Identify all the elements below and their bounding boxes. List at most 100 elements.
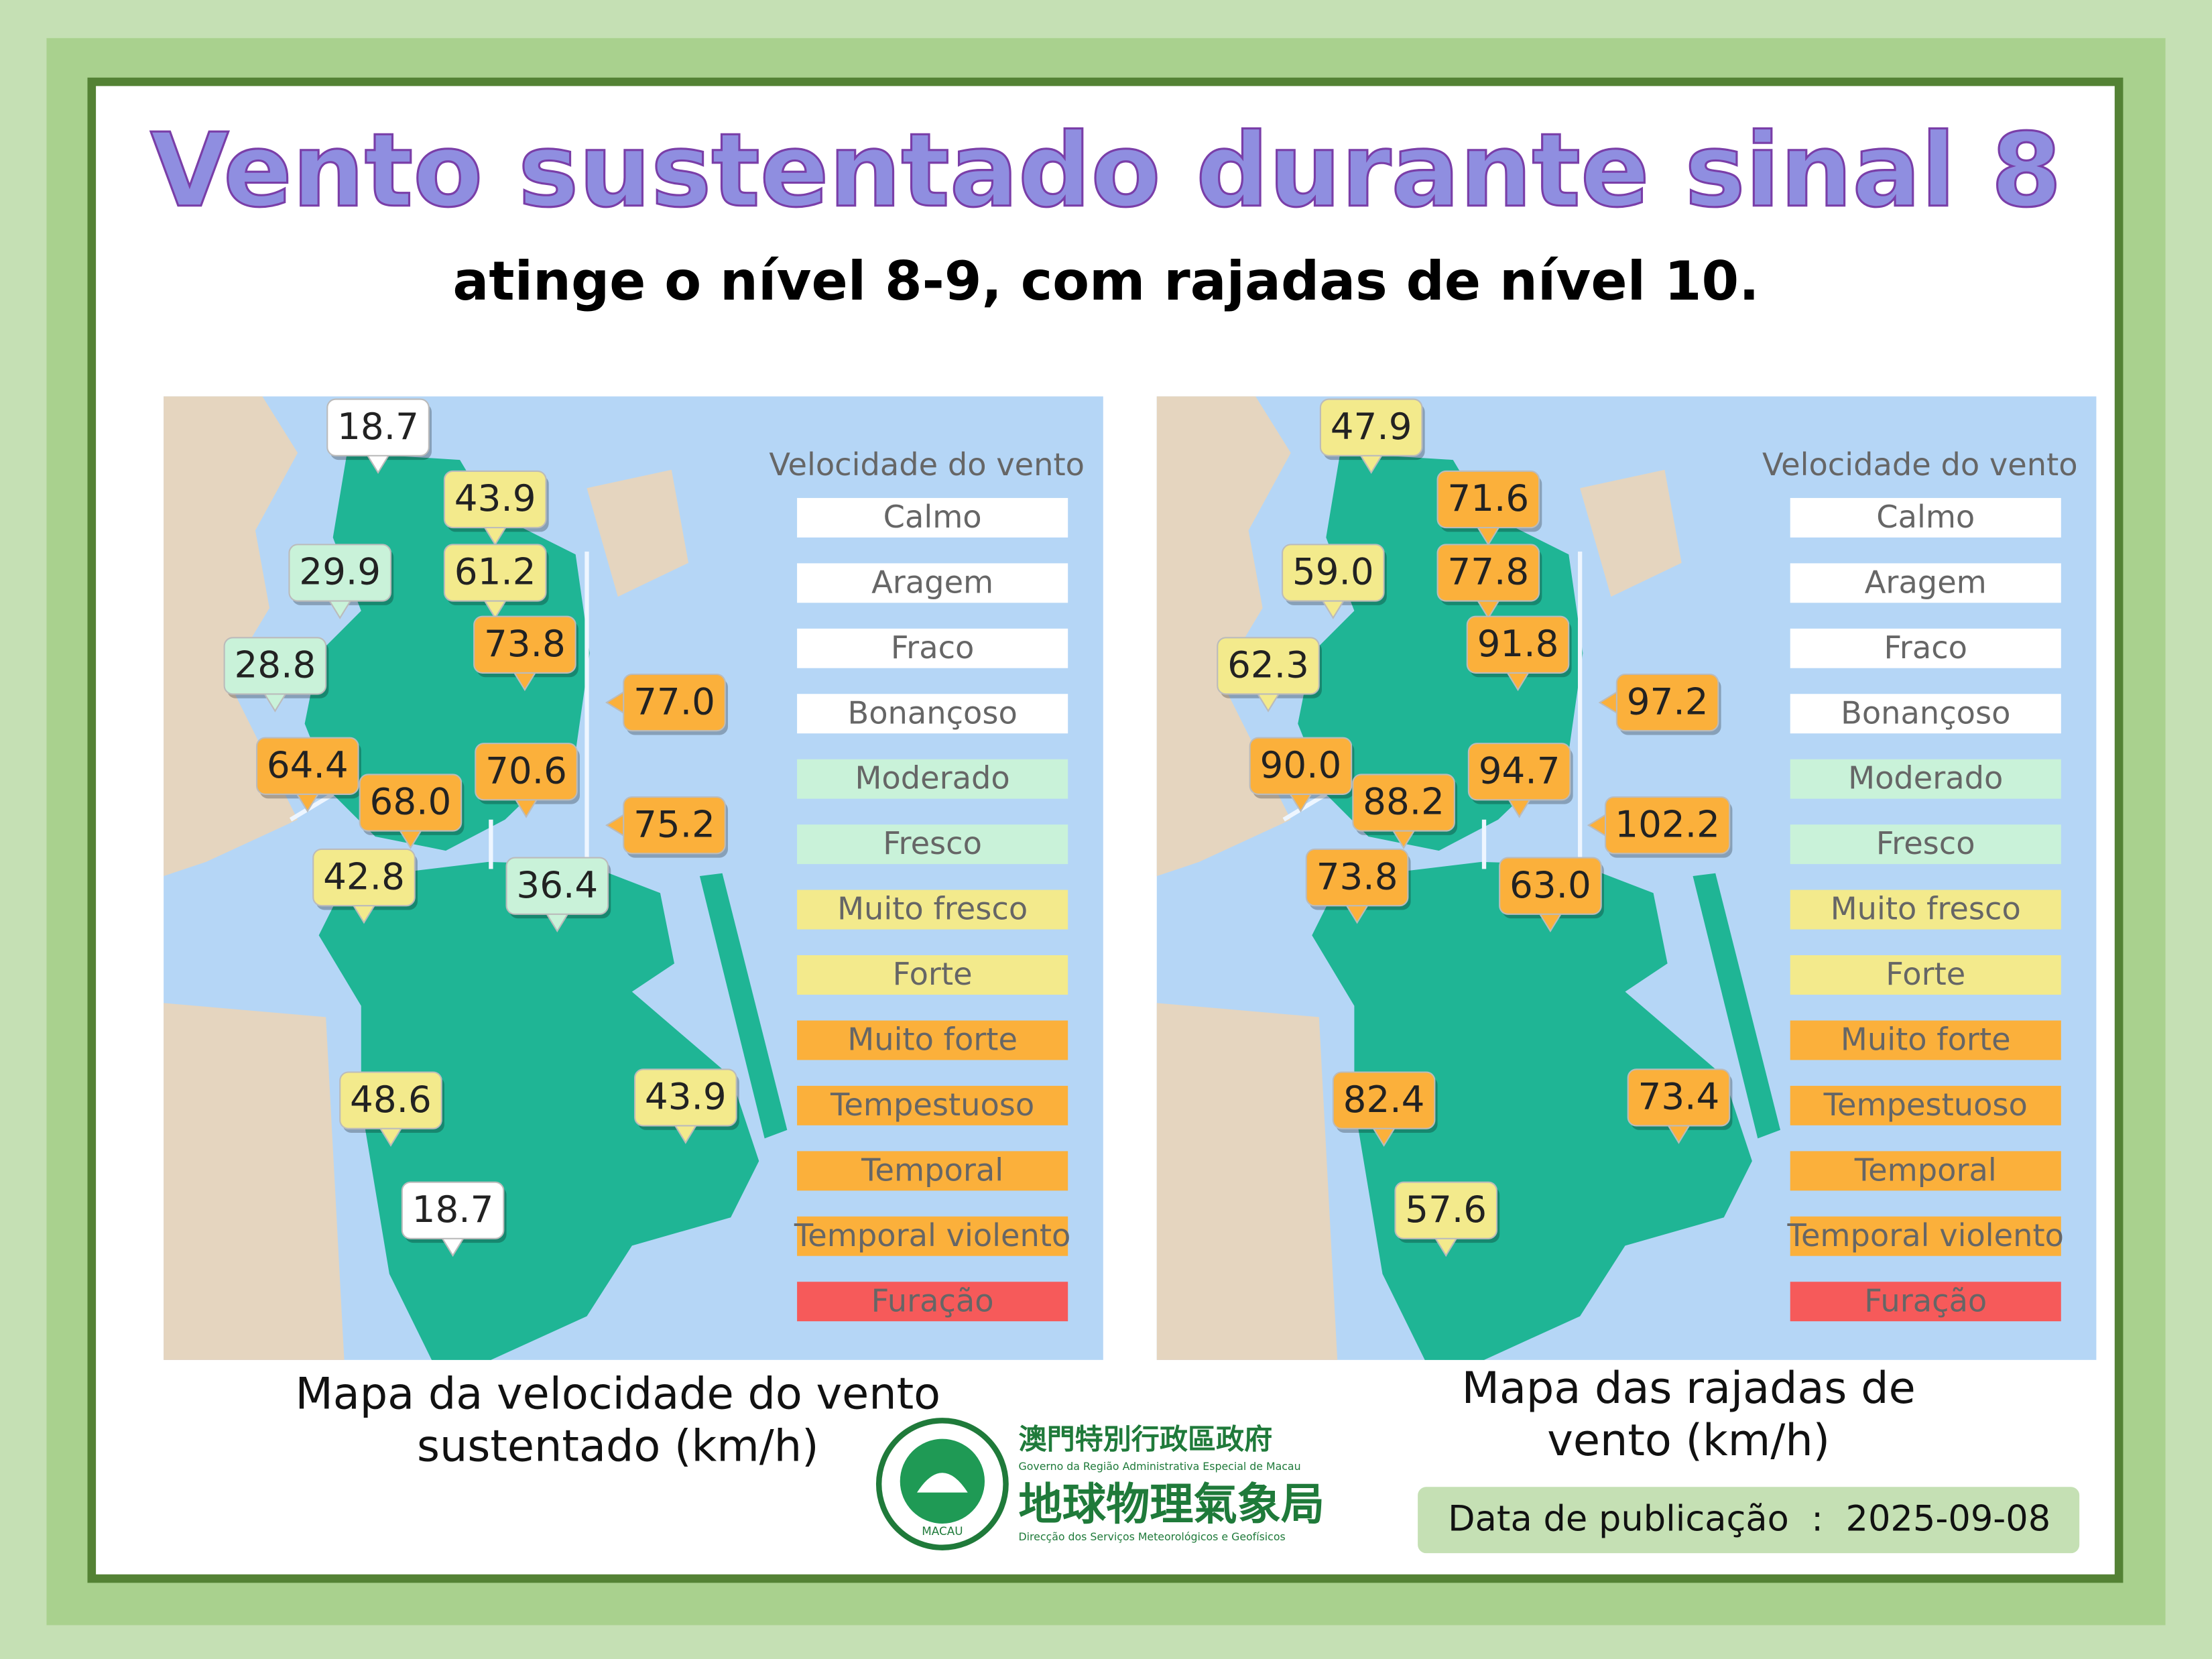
station-value: 43.9 [645, 1075, 727, 1118]
legend-label: Temporal violento [1787, 1217, 2064, 1253]
station: 59.0 [1282, 544, 1387, 619]
station-box [1615, 673, 1719, 732]
station: 73.8 [1305, 848, 1411, 924]
station: 63.0 [1499, 857, 1604, 933]
legend-swatch [797, 628, 1068, 668]
legend-label: Moderado [1848, 760, 2003, 796]
legend: Velocidade do vento Calmo Aragem Fraco Bonan… [769, 446, 1085, 1322]
station: 64.4 [255, 737, 361, 813]
station-box [1467, 743, 1571, 801]
station-box [1499, 857, 1602, 915]
station-value: 73.4 [1638, 1075, 1720, 1118]
date-box [1418, 1487, 2080, 1554]
station-value: 29.9 [299, 550, 381, 593]
station: 77.0 [605, 673, 728, 735]
station-box [505, 857, 609, 915]
legend-swatch [1790, 1282, 2061, 1322]
gov-pt: Governo da Região Administrativa Especia… [1019, 1460, 1301, 1473]
station-value: 18.7 [412, 1188, 494, 1231]
station-box [443, 544, 547, 602]
station: 47.9 [1319, 398, 1425, 475]
station-value: 77.8 [1447, 550, 1529, 593]
station-box [1466, 615, 1570, 674]
legend: Velocidade do vento Calmo Aragem Fraco Bonan… [1762, 446, 2078, 1322]
map-caption: Mapa da velocidade do vento [296, 1369, 941, 1420]
station-value: 36.4 [516, 863, 598, 906]
map-caption: sustentado (km/h) [417, 1420, 819, 1471]
station-value: 90.0 [1260, 743, 1342, 786]
station-box [1436, 544, 1540, 602]
maps: Velocidade do vento Calmo Aragem Fraco Bonan… [164, 396, 2096, 1471]
station-value: 71.6 [1447, 477, 1529, 519]
station-value: 48.6 [350, 1078, 432, 1121]
station: 18.7 [401, 1181, 507, 1257]
station: 97.2 [1598, 673, 1721, 735]
legend-swatch [1790, 824, 2061, 865]
legend-label: Fresco [1876, 825, 1975, 861]
map-caption: vento (km/h) [1547, 1415, 1830, 1466]
legend-swatch [1790, 1020, 2061, 1060]
station: 71.6 [1436, 470, 1542, 546]
legend-swatch [797, 497, 1068, 538]
legend-swatch [1790, 1085, 2061, 1125]
station-box [223, 637, 327, 695]
station-value: 42.8 [323, 855, 405, 898]
legend-label: Bonançoso [1841, 694, 2010, 731]
station-value: 82.4 [1343, 1078, 1425, 1121]
station: 91.8 [1466, 615, 1572, 692]
station-box [475, 743, 578, 801]
station: 43.9 [634, 1068, 739, 1144]
station-box [359, 774, 463, 832]
station-value: 63.0 [1510, 863, 1591, 906]
legend-swatch [1790, 889, 2061, 930]
station-box [1282, 544, 1385, 602]
station-box [1332, 1071, 1436, 1129]
station-value: 64.4 [267, 743, 349, 786]
publication-date: Data de publicação : 2025-09-08 [1448, 1498, 2050, 1539]
station-box [1436, 470, 1540, 529]
station-value: 68.0 [370, 780, 452, 823]
legend-swatch [797, 563, 1068, 603]
station-box [288, 544, 392, 602]
legend-label: Forte [893, 956, 973, 992]
legend-swatch [797, 1151, 1068, 1191]
station-box [1394, 1181, 1498, 1239]
legend-swatch [1790, 497, 2061, 538]
station: 90.0 [1249, 737, 1355, 813]
legend-label: Temporal violento [794, 1217, 1070, 1253]
legend-swatch [1790, 759, 2061, 799]
legend-swatch [1790, 1216, 2061, 1256]
legend-label: Fraco [1884, 629, 1967, 666]
station-box [401, 1181, 505, 1239]
legend-swatch [1790, 955, 2061, 995]
station: 68.0 [359, 774, 465, 849]
station-value: 88.2 [1363, 780, 1445, 823]
station-box [443, 470, 547, 529]
legend-label: Muito fresco [837, 891, 1028, 927]
legend-label: Tempestuoso [830, 1087, 1034, 1123]
station-box [255, 737, 359, 795]
legend-label: Aragem [1865, 564, 1987, 600]
legend-title: Velocidade do vento [1762, 446, 2078, 483]
station-box [312, 848, 416, 907]
legend-label: Moderado [855, 760, 1010, 796]
station: 28.8 [223, 637, 329, 713]
title: Vento sustentado durante sinal 8 [150, 111, 2062, 230]
map-panel: Velocidade do vento Calmo Aragem Fraco Bonan… [164, 396, 1103, 1359]
legend-label: Furação [1864, 1282, 1987, 1318]
subtitle: atinge o nível 8-9, com rajadas de nível… [452, 250, 1759, 312]
emblem-text: MACAU [922, 1524, 963, 1538]
station-box [1352, 774, 1455, 832]
station-value: 47.9 [1331, 405, 1412, 448]
station-value: 61.2 [454, 550, 536, 593]
legend-swatch [797, 824, 1068, 865]
station-value: 57.6 [1405, 1188, 1487, 1231]
station-value: 43.9 [454, 477, 536, 519]
station: 77.8 [1436, 544, 1542, 619]
legend-label: Forte [1886, 956, 1965, 992]
station: 62.3 [1217, 637, 1323, 713]
legend-swatch [1790, 694, 2061, 734]
station-box [1305, 848, 1409, 907]
